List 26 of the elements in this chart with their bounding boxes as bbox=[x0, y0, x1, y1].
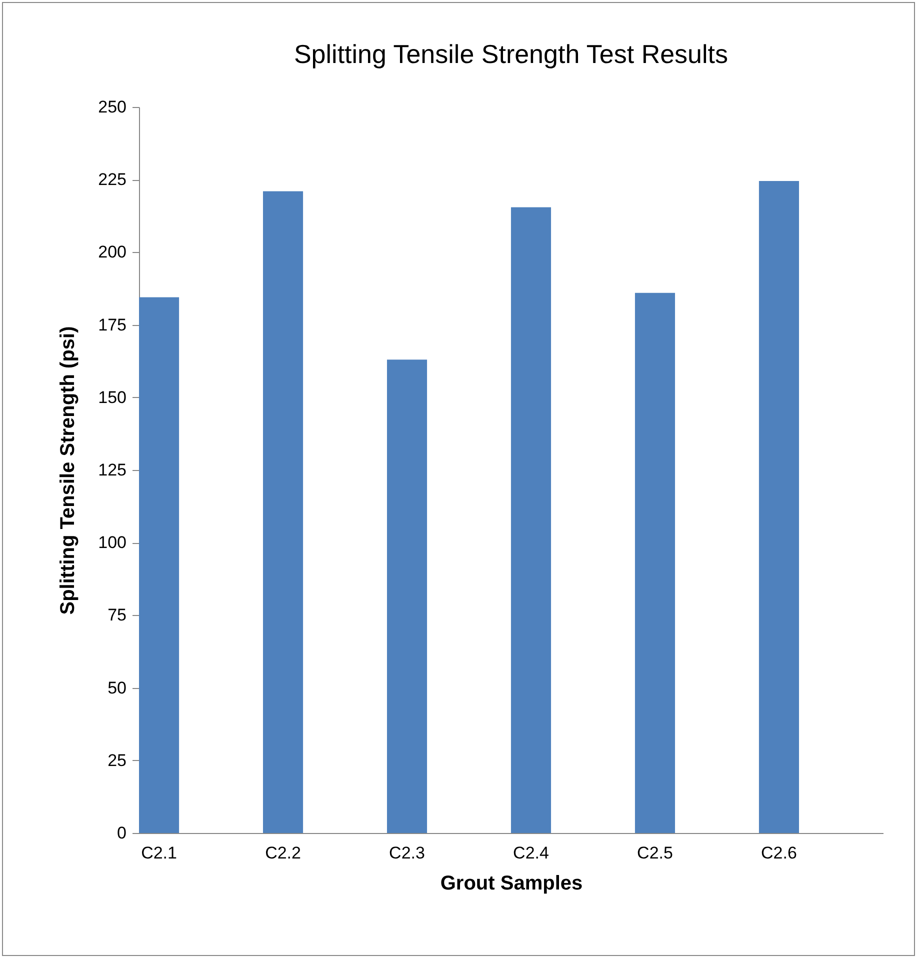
y-tick-label: 200 bbox=[98, 242, 126, 262]
y-tick-label: 25 bbox=[108, 750, 126, 770]
y-axis-title: Splitting Tensile Strength (psi) bbox=[57, 326, 80, 615]
y-tick-label: 125 bbox=[98, 460, 126, 480]
x-tick-label: C2.3 bbox=[389, 844, 425, 862]
x-axis-title: Grout Samples bbox=[440, 872, 583, 894]
y-tick-label: 150 bbox=[98, 388, 126, 407]
bar bbox=[262, 191, 304, 833]
y-tick-label: 100 bbox=[98, 533, 126, 552]
x-tick-label: C2.6 bbox=[761, 844, 797, 862]
y-tick-label: 50 bbox=[108, 678, 126, 698]
y-tick-label: 75 bbox=[108, 606, 126, 625]
y-tick-label: 225 bbox=[98, 170, 126, 190]
x-tick-label: C2.1 bbox=[141, 844, 177, 862]
x-tick-label: C2.2 bbox=[265, 844, 301, 862]
chart-title: Splitting Tensile Strength Test Results bbox=[294, 39, 728, 69]
bar bbox=[758, 181, 800, 833]
y-tick-label: 0 bbox=[117, 824, 126, 842]
x-tick-label: C2.4 bbox=[513, 844, 549, 862]
bar bbox=[386, 360, 428, 833]
bar bbox=[510, 207, 552, 833]
bar bbox=[139, 297, 180, 833]
x-tick-label: C2.5 bbox=[637, 844, 673, 862]
bar bbox=[634, 292, 676, 833]
y-tick-label: 250 bbox=[98, 98, 126, 116]
y-tick-label: 175 bbox=[98, 315, 126, 334]
